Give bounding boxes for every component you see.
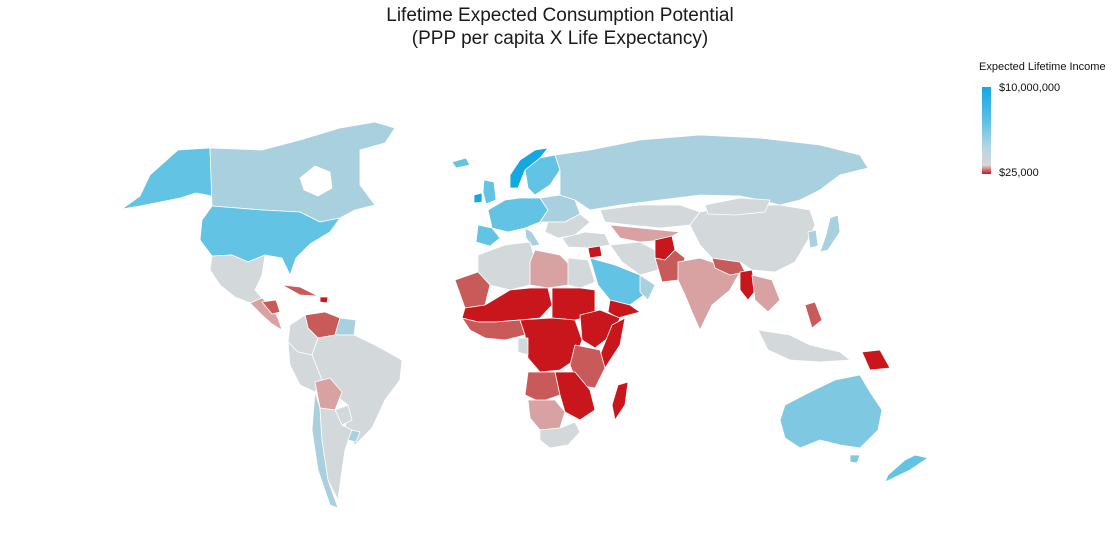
saudi-arabia[interactable] [589,257,649,306]
western-europe[interactable] [487,197,549,233]
argentina[interactable] [319,407,353,501]
legend-color-scale [982,87,991,174]
south-africa[interactable] [539,421,581,449]
bolivia[interactable] [314,377,343,411]
tasmania[interactable] [849,454,861,464]
australia[interactable] [779,374,883,449]
italy[interactable] [524,227,541,247]
philippines[interactable] [804,301,823,329]
iceland[interactable] [451,157,471,169]
indonesia-malaysia[interactable] [757,329,851,363]
korea[interactable] [807,229,819,249]
pakistan[interactable] [654,249,686,283]
syria[interactable] [587,245,603,259]
somalia[interactable] [599,317,626,369]
ukraine-balkans[interactable] [544,213,591,239]
mexico[interactable] [209,254,266,304]
madagascar[interactable] [611,381,629,421]
legend-min-label: $25,000 [999,167,1039,179]
oman[interactable] [639,274,656,301]
namibia-botswana[interactable] [527,399,566,431]
zambia-mozambique[interactable] [554,371,596,421]
egypt[interactable] [567,257,596,289]
western-sahara-mauritania[interactable] [454,271,491,309]
haiti[interactable] [319,296,329,304]
new-zealand[interactable] [884,454,929,483]
libya[interactable] [529,249,571,289]
map-title: Lifetime Expected Consumption Potential [386,5,734,26]
iran[interactable] [609,241,659,276]
united-states[interactable] [199,205,341,276]
ireland[interactable] [473,192,483,204]
japan[interactable] [819,214,841,253]
papua-new-guinea[interactable] [861,349,891,371]
legend-title: Expected Lifetime Income [979,61,1106,73]
uruguay[interactable] [347,429,361,443]
gabon[interactable] [517,337,529,356]
map-subtitle: (PPP per capita X Life Expectancy) [411,28,709,49]
yemen[interactable] [607,299,641,319]
angola[interactable] [524,371,561,403]
united-kingdom[interactable] [482,179,497,205]
mongolia[interactable] [704,197,771,216]
honduras-nicaragua[interactable] [261,299,281,315]
cuba[interactable] [281,284,319,297]
alaska[interactable] [121,147,213,210]
legend-max-label: $10,000,000 [999,82,1061,94]
sweden-finland[interactable] [524,154,561,196]
hudson-bay [299,165,333,197]
central-america[interactable] [249,297,283,331]
caucasus-central-asia[interactable] [609,224,681,243]
iberia[interactable] [475,224,501,247]
russia[interactable] [554,134,869,211]
kazakhstan[interactable] [599,204,701,229]
thailand-indochina[interactable] [751,274,781,313]
